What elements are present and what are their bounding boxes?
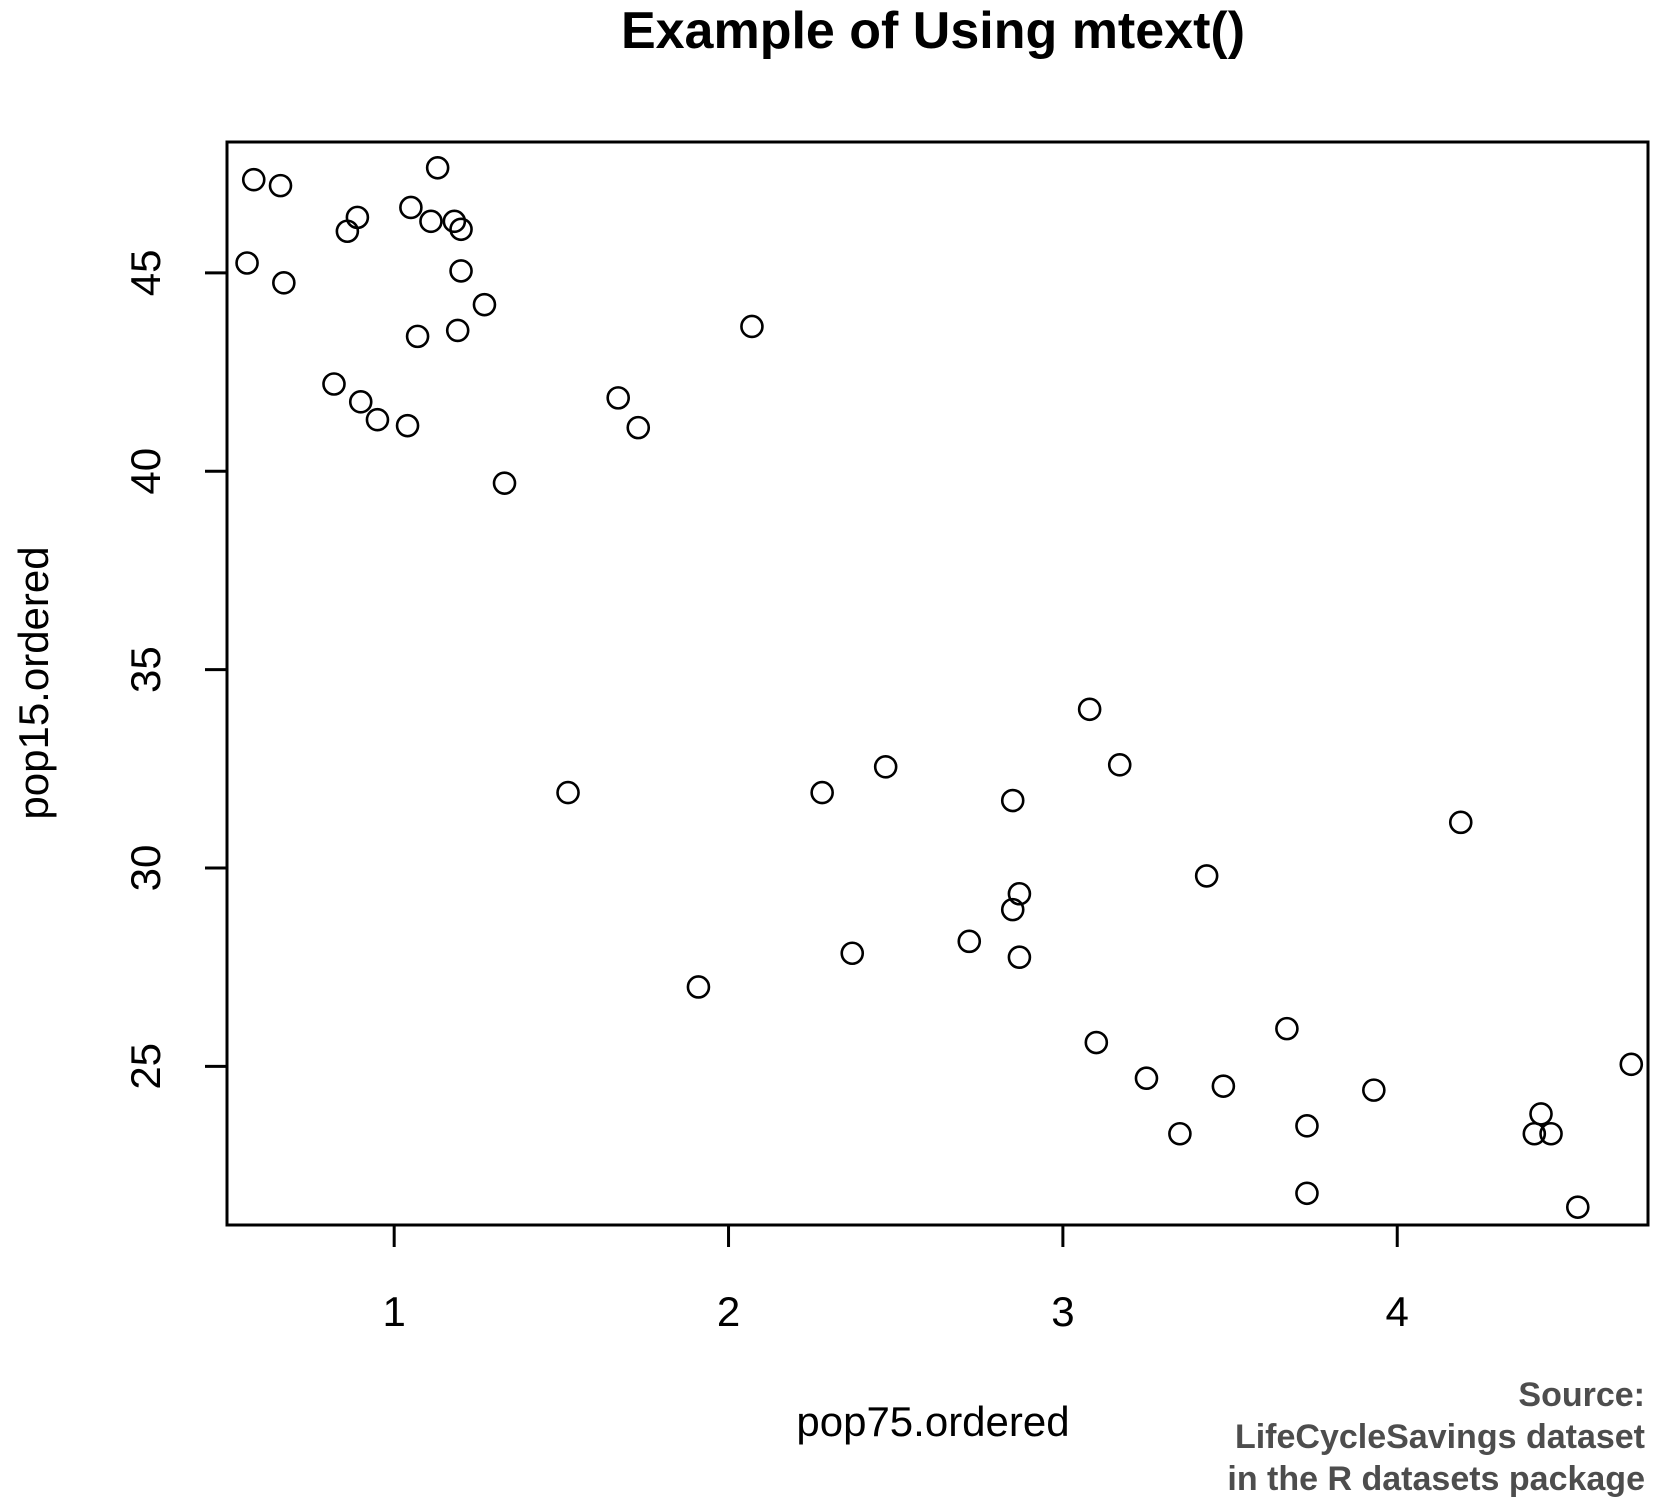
data-point (1619, 1052, 1644, 1077)
data-point (492, 471, 517, 495)
x-tick-label: 1 (382, 1288, 405, 1335)
data-point (241, 167, 266, 192)
y-tick-label: 30 (122, 845, 169, 892)
source-line-1: Source: (1518, 1376, 1645, 1414)
data-point (1168, 1121, 1192, 1146)
x-tick-label: 4 (1386, 1288, 1409, 1335)
data-point (425, 155, 450, 180)
data-point (1295, 1114, 1319, 1138)
data-point (449, 217, 473, 242)
data-point (1211, 1074, 1236, 1098)
data-point (1362, 1078, 1386, 1102)
y-tick-label: 45 (122, 250, 169, 297)
x-axis: 1 2 3 4 (382, 1223, 1409, 1335)
x-axis-label: pop75.ordered (796, 1398, 1069, 1445)
data-point (472, 292, 497, 317)
data-point (873, 755, 898, 779)
data-point (606, 386, 630, 410)
data-point (1295, 1181, 1319, 1206)
data-points (235, 155, 1644, 1219)
data-point (810, 780, 834, 805)
data-point (445, 318, 470, 343)
data-point (686, 975, 711, 999)
data-point (365, 407, 390, 432)
data-point (348, 390, 373, 414)
data-point (1134, 1066, 1159, 1091)
chart-title: Example of Using mtext() (621, 2, 1245, 60)
y-tick-label: 40 (122, 448, 169, 495)
data-point (419, 209, 443, 234)
data-point (405, 324, 430, 349)
plot-box (225, 140, 1650, 1227)
x-tick-label: 3 (1051, 1288, 1074, 1335)
data-point (740, 314, 764, 339)
data-point (345, 205, 370, 230)
data-point (1007, 881, 1032, 906)
data-point (1077, 697, 1102, 722)
y-axis: 25 30 35 40 45 (122, 250, 229, 1090)
data-point (1084, 1030, 1109, 1055)
y-tick-label: 25 (122, 1043, 169, 1090)
data-point (272, 271, 296, 295)
data-point (268, 173, 293, 198)
data-point (1529, 1102, 1553, 1126)
data-point (1107, 753, 1132, 777)
data-point (442, 209, 467, 234)
source-line-2: LifeCycleSavings dataset (1235, 1418, 1645, 1456)
data-point (1000, 897, 1025, 922)
data-point (399, 195, 423, 220)
data-point (335, 219, 360, 244)
data-point (1539, 1121, 1563, 1146)
data-point (840, 941, 865, 966)
x-tick-label: 2 (717, 1288, 740, 1335)
data-point (1275, 1016, 1299, 1041)
data-point (395, 413, 420, 438)
y-tick-label: 35 (122, 646, 169, 693)
source-note: Source: LifeCycleSavings dataset in the … (1227, 1376, 1645, 1498)
data-point (626, 415, 651, 440)
data-point (449, 259, 473, 283)
data-point (1000, 788, 1025, 813)
data-point (322, 372, 346, 396)
y-axis-label: pop15.ordered (10, 546, 57, 819)
data-point (957, 929, 982, 954)
data-point (1194, 864, 1219, 888)
data-point (556, 780, 580, 805)
source-line-3: in the R datasets package (1227, 1460, 1645, 1498)
data-point (1448, 810, 1473, 835)
data-point (235, 251, 259, 275)
data-point (1007, 945, 1032, 970)
data-point (1565, 1195, 1590, 1219)
